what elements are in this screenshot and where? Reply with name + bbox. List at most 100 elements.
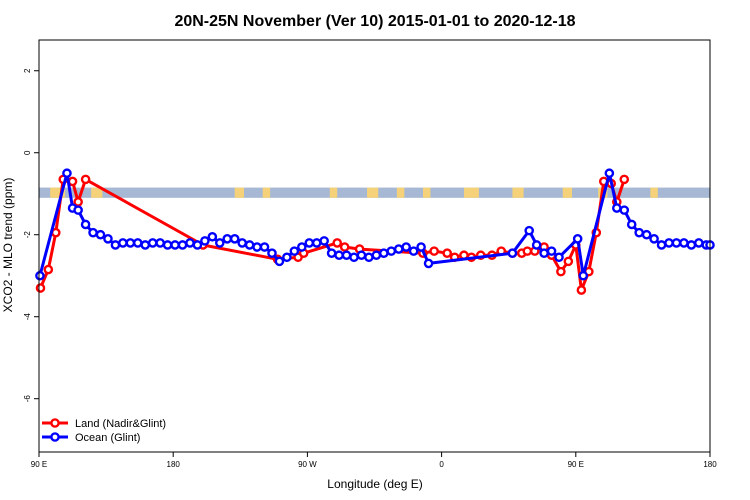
x-tick-label: 0 [439, 460, 444, 469]
data-point [267, 248, 277, 258]
legend-swatch-marker [50, 418, 60, 428]
data-point [619, 205, 630, 215]
data-point [619, 174, 630, 185]
data-point [62, 168, 72, 179]
data-point [572, 234, 583, 244]
data-point [578, 270, 589, 281]
map-land-patch [422, 187, 431, 198]
data-point [694, 238, 704, 248]
x-axis: 90 E 180 90 W 0 90 E 180 [31, 452, 717, 469]
y-tick-label: 0 [23, 150, 32, 155]
x-tick-label: 180 [167, 460, 181, 469]
plot-frame [38, 39, 711, 453]
data-point [147, 238, 158, 248]
data-point [319, 236, 329, 246]
data-point [118, 238, 128, 248]
data-point [408, 246, 419, 256]
data-point [612, 203, 622, 213]
data-point [626, 219, 637, 230]
data-point [429, 246, 439, 256]
map-band [39, 187, 710, 198]
x-tick-label: 90 E [568, 460, 584, 469]
data-point [393, 244, 404, 254]
map-land-patch [234, 187, 245, 198]
data-point [222, 234, 233, 244]
map-land-patch [650, 187, 658, 198]
data-point [304, 238, 315, 248]
data-point [103, 234, 113, 244]
map-land-patch [329, 187, 338, 198]
map-land-patch [463, 187, 479, 198]
data-point [200, 236, 210, 246]
data-point [95, 229, 106, 240]
data-point [192, 240, 203, 250]
data-point [539, 248, 549, 258]
data-point [43, 264, 54, 275]
data-point [237, 238, 247, 248]
data-point [326, 248, 337, 258]
data-point [356, 250, 367, 261]
plot-area [35, 168, 715, 295]
data-point [604, 168, 615, 179]
legend-entry-label: Land (Nadir&Glint) [75, 418, 166, 430]
legend-entry-label: Ocean (Glint) [75, 432, 140, 444]
data-point [524, 225, 535, 236]
data-point [507, 248, 518, 258]
map-land-patch [562, 187, 573, 198]
data-point [556, 266, 566, 277]
data-point [252, 242, 262, 252]
data-point [177, 240, 188, 250]
data-point [386, 246, 397, 256]
data-point [649, 234, 659, 244]
data-point [289, 246, 300, 256]
chart-title: 20N-25N November (Ver 10) 2015-01-01 to … [174, 13, 575, 30]
data-point [531, 240, 542, 250]
data-point [297, 242, 307, 252]
data-point [563, 256, 574, 267]
data-point [35, 270, 45, 281]
data-point [664, 238, 674, 248]
data-point [73, 205, 83, 215]
y-tick-label: 2 [23, 68, 32, 73]
data-point [522, 246, 533, 256]
data-point [401, 242, 411, 252]
data-point [634, 227, 644, 238]
data-point [88, 227, 98, 238]
map-land-patch [396, 187, 405, 198]
map-land-patch [50, 187, 66, 198]
data-point [686, 240, 697, 250]
data-point [155, 238, 165, 248]
series-ocean [35, 168, 715, 281]
data-point [244, 240, 255, 250]
data-point [442, 248, 452, 258]
map-land-patch [91, 187, 103, 198]
data-point [274, 256, 285, 267]
legend-swatch-marker [50, 432, 60, 442]
data-point [416, 242, 426, 252]
data-point [423, 258, 434, 269]
data-point [671, 238, 682, 248]
data-point [311, 238, 322, 248]
data-point [162, 240, 173, 250]
data-point [371, 250, 382, 261]
x-tick-label: 90 W [298, 460, 317, 469]
data-point [364, 252, 374, 263]
data-point [349, 252, 359, 263]
data-point [641, 229, 652, 240]
data-point [35, 283, 46, 293]
data-point [379, 248, 389, 258]
data-point [332, 238, 343, 248]
data-point [341, 250, 352, 261]
data-point [80, 219, 91, 230]
y-tick-label: -6 [23, 395, 32, 403]
y-axis-label: XCO2 - MLO trend (ppm) [1, 178, 15, 313]
map-land-patch [367, 187, 379, 198]
data-point [140, 240, 151, 250]
data-point [170, 240, 180, 250]
x-axis-label: Longitude (deg E) [327, 477, 422, 491]
y-axis: 2 0 -2 -4 -6 [23, 68, 39, 402]
data-point [132, 238, 143, 248]
data-point [214, 238, 225, 248]
x-tick-label: 180 [703, 460, 717, 469]
